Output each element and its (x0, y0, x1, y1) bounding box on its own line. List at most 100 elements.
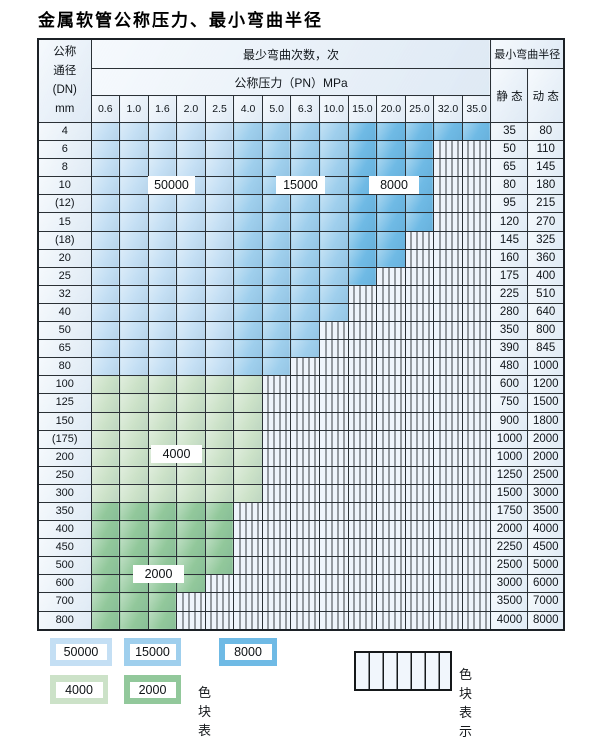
spec-cell-none (347, 339, 378, 359)
spec-cell-8000 (404, 121, 435, 142)
spec-cell-2000 (90, 501, 121, 522)
dn-cell: 80 (37, 357, 92, 377)
spec-cell-50000 (204, 176, 235, 196)
spec-cell-none (404, 501, 435, 522)
spec-cell-none (404, 592, 435, 612)
spec-cell-none (261, 375, 292, 395)
spec-cell-none (233, 501, 263, 522)
spec-cell-15000 (319, 212, 349, 232)
spec-cell-4000 (233, 411, 263, 431)
spec-cell-8000 (461, 121, 492, 142)
spec-cell-50000 (204, 302, 235, 323)
legend-swatch-4000: 4000 (50, 675, 108, 704)
dynamic-radius-cell: 4000 (527, 520, 565, 540)
spec-cell-2000 (204, 520, 235, 540)
spec-cell-2000 (119, 520, 149, 540)
spec-cell-none (433, 140, 463, 160)
spec-cell-50000 (90, 176, 121, 196)
spec-cell-none (347, 610, 378, 631)
spec-cell-none (319, 538, 349, 558)
spec-cell-none (376, 556, 406, 576)
spec-cell-none (319, 429, 349, 449)
spec-cell-none (261, 610, 292, 631)
spec-cell-8000 (404, 212, 435, 232)
dn-cell: (12) (37, 194, 92, 214)
spec-cell-none (376, 429, 406, 449)
spec-cell-none (461, 230, 492, 250)
spec-cell-15000 (290, 158, 320, 178)
spec-cell-none (376, 610, 406, 631)
table-row: 350 1750 3500 (37, 501, 565, 522)
legend-swatch-2000: 2000 (124, 675, 181, 704)
spec-cell-none (433, 375, 463, 395)
spec-cell-none (347, 302, 378, 323)
spec-cell-15000 (290, 321, 320, 341)
spec-cell-none (404, 447, 435, 467)
spec-cell-none (433, 230, 463, 250)
spec-cell-4000 (119, 411, 149, 431)
spec-cell-4000 (90, 447, 121, 467)
dynamic-radius-cell: 1500 (527, 393, 565, 413)
pressure-col-header: 6.3 (290, 95, 320, 123)
spec-cell-none (347, 501, 378, 522)
spec-cell-2000 (147, 592, 178, 612)
spec-cell-15000 (319, 176, 349, 196)
spec-cell-8000 (347, 121, 378, 142)
spec-cell-2000 (90, 538, 121, 558)
static-radius-cell: 175 (490, 266, 529, 286)
spec-cell-none (376, 501, 406, 522)
spec-cell-none (404, 266, 435, 286)
spec-cell-none (433, 339, 463, 359)
spec-cell-15000 (233, 266, 263, 286)
spec-cell-none (319, 321, 349, 341)
spec-cell-none (261, 520, 292, 540)
dn-cell: 350 (37, 501, 92, 522)
table-row: 100 600 1200 (37, 375, 565, 395)
spec-cell-none (461, 140, 492, 160)
spec-cell-50000 (119, 230, 149, 250)
spec-cell-50000 (204, 248, 235, 268)
spec-cell-2000 (119, 610, 149, 631)
spec-cell-15000 (290, 140, 320, 160)
spec-cell-none (461, 592, 492, 612)
spec-cell-none (461, 465, 492, 485)
dn-cell: 25 (37, 266, 92, 286)
spec-cell-none (433, 284, 463, 304)
zone-label-50000: 50000 (148, 176, 195, 194)
spec-cell-none (319, 520, 349, 540)
spec-cell-50000 (90, 212, 121, 232)
spec-cell-none (347, 574, 378, 594)
spec-cell-none (376, 574, 406, 594)
spec-cell-15000 (261, 121, 292, 142)
dn-cell: 800 (37, 610, 92, 631)
table-row: 80 480 1000 (37, 357, 565, 377)
spec-cell-8000 (376, 140, 406, 160)
spec-cell-none (433, 465, 463, 485)
dynamic-radius-cell: 2000 (527, 447, 565, 467)
spec-table: 公称 通径 (DN) mm 最少弯曲次数，次 最小弯曲半径 公称压力（PN）MP… (37, 38, 565, 631)
spec-cell-8000 (404, 194, 435, 214)
spec-cell-4000 (119, 483, 149, 503)
spec-cell-none (319, 501, 349, 522)
spec-cell-2000 (147, 538, 178, 558)
dynamic-radius-cell: 5000 (527, 556, 565, 576)
pressure-col-header: 0.6 (90, 95, 121, 123)
dn-cell: 20 (37, 248, 92, 268)
table-row: 40 280 640 (37, 302, 565, 323)
table-row: (18) 145 325 (37, 230, 565, 250)
table-row: 450 2250 4500 (37, 538, 565, 558)
spec-cell-none (347, 393, 378, 413)
spec-cell-none (319, 610, 349, 631)
spec-cell-15000 (261, 357, 292, 377)
spec-cell-8000 (376, 158, 406, 178)
spec-cell-50000 (147, 140, 178, 160)
spec-cell-50000 (119, 176, 149, 196)
spec-cell-none (233, 574, 263, 594)
dn-cell: 200 (37, 447, 92, 467)
spec-cell-15000 (290, 302, 320, 323)
spec-cell-none (461, 284, 492, 304)
spec-cell-none (461, 212, 492, 232)
dynamic-radius-cell: 640 (527, 302, 565, 323)
spec-cell-15000 (233, 230, 263, 250)
spec-cell-none (461, 411, 492, 431)
